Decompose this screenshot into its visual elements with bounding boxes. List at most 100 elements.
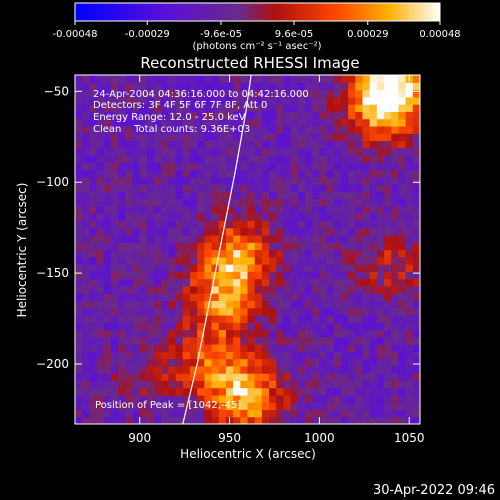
image-pixel [89, 96, 98, 105]
image-pixel [110, 184, 119, 192]
image-pixel [132, 89, 141, 98]
image-pixel [276, 184, 285, 192]
image-pixel [132, 176, 141, 185]
image-pixel [118, 104, 126, 112]
image-pixel [261, 169, 270, 178]
image-pixel [398, 75, 407, 83]
image-pixel [333, 358, 342, 367]
image-pixel [297, 285, 306, 294]
image-pixel [168, 104, 177, 112]
image-pixel [161, 242, 170, 251]
image-pixel [218, 249, 227, 258]
image-pixel [391, 234, 400, 243]
image-pixel [391, 140, 400, 149]
image-pixel [82, 133, 90, 142]
image-pixel [175, 234, 184, 243]
peak-position-label: Position of Peak = [1042,-45] [95, 400, 241, 411]
image-pixel [132, 402, 141, 411]
image-pixel [225, 220, 234, 229]
image-pixel [182, 96, 191, 105]
image-pixel [384, 307, 392, 316]
image-pixel [132, 380, 141, 389]
image-pixel [161, 271, 170, 280]
image-pixel [233, 198, 241, 207]
image-pixel [290, 264, 299, 272]
image-pixel [391, 96, 400, 105]
image-pixel [247, 358, 256, 367]
image-pixel [297, 256, 306, 265]
image-pixel [405, 344, 414, 352]
image-pixel [376, 249, 385, 258]
image-pixel [154, 409, 162, 418]
image-pixel [297, 169, 306, 178]
image-pixel [261, 380, 270, 389]
image-pixel [125, 285, 134, 294]
image-pixel [384, 162, 392, 171]
image-pixel [391, 314, 400, 323]
image-pixel [175, 140, 184, 149]
image-pixel [376, 198, 385, 207]
image-pixel [254, 125, 263, 134]
image-pixel [326, 176, 335, 185]
image-pixel [233, 249, 241, 258]
image-pixel [369, 264, 378, 272]
image-pixel [190, 82, 198, 91]
image-pixel [269, 285, 277, 294]
image-pixel [161, 227, 170, 236]
image-pixel [175, 104, 184, 112]
image-pixel [326, 242, 335, 251]
image-pixel [412, 89, 420, 98]
image-pixel [391, 373, 400, 381]
image-pixel [297, 176, 306, 185]
image-pixel [290, 409, 299, 418]
image-pixel [412, 278, 420, 287]
solar-limb-line [182, 75, 252, 424]
image-pixel [391, 285, 400, 294]
image-pixel [283, 394, 292, 403]
image-pixel [376, 373, 385, 381]
image-pixel [96, 242, 105, 251]
image-pixel [297, 162, 306, 171]
image-pixel [82, 169, 90, 178]
image-pixel [333, 198, 342, 207]
image-pixel [225, 409, 234, 418]
image-pixels [75, 75, 420, 424]
image-pixel [348, 111, 356, 120]
image-pixel [96, 394, 105, 403]
image-pixel [211, 198, 220, 207]
colorbar-tick-label: -9.6e-05 [200, 29, 242, 40]
image-pixel [75, 82, 83, 91]
image-pixel [412, 147, 420, 156]
image-pixel [168, 96, 177, 105]
image-pixel [326, 358, 335, 367]
image-pixel [96, 162, 105, 171]
image-pixel [204, 191, 213, 200]
image-pixel [175, 336, 184, 345]
image-pixel [103, 293, 112, 301]
image-pixel [283, 322, 292, 331]
image-pixel [247, 351, 256, 360]
image-pixel [305, 169, 313, 178]
image-pixel [391, 358, 400, 367]
image-pixel [362, 176, 371, 185]
image-pixel [269, 344, 277, 352]
image-pixel [154, 147, 162, 156]
image-pixel [96, 82, 105, 91]
image-pixel [103, 162, 112, 171]
image-pixel [168, 336, 177, 345]
image-pixel [362, 416, 371, 424]
image-pixel [326, 249, 335, 258]
image-pixel [89, 242, 98, 251]
image-pixel [247, 140, 256, 149]
image-pixel [175, 264, 184, 272]
image-pixel [175, 162, 184, 171]
image-pixel [319, 300, 328, 309]
image-pixel [269, 191, 277, 200]
image-pixel [110, 394, 119, 403]
image-pixel [405, 191, 414, 200]
image-pixel [225, 394, 234, 403]
image-pixel [110, 365, 119, 374]
image-pixel [283, 409, 292, 418]
image-pixel [89, 176, 98, 185]
image-pixel [240, 104, 249, 112]
